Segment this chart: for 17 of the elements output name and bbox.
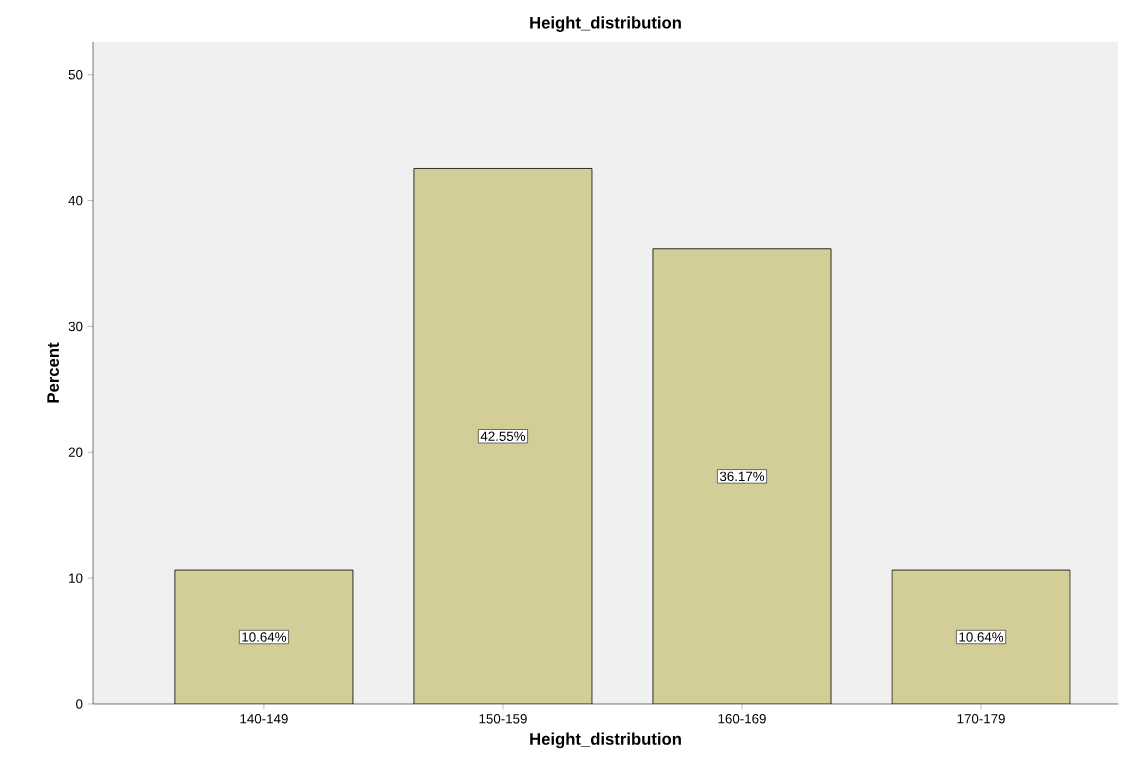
data-label: 10.64%	[959, 632, 1004, 642]
data-label: 10.64%	[242, 632, 287, 642]
y-tick-label: 10	[69, 573, 83, 583]
x-tick-label: 170-179	[957, 714, 1005, 724]
chart-title: Height_distribution	[530, 16, 681, 32]
y-tick-label: 50	[68, 69, 83, 80]
y-tick-label: 30	[68, 321, 83, 332]
y-tick-label: 0	[76, 699, 83, 709]
x-axis-title: Height_distribution	[530, 732, 681, 749]
x-tick-label: 160-169	[718, 714, 766, 724]
data-label: 42.55%	[480, 431, 526, 441]
x-tick-label: 150-159	[479, 714, 527, 724]
y-tick-label: 20	[68, 447, 83, 457]
y-tick-label: 40	[68, 195, 83, 206]
x-tick-label: 140-149	[240, 714, 288, 724]
y-axis-title: Percent	[47, 342, 59, 403]
data-label: 36.17%	[719, 471, 765, 482]
